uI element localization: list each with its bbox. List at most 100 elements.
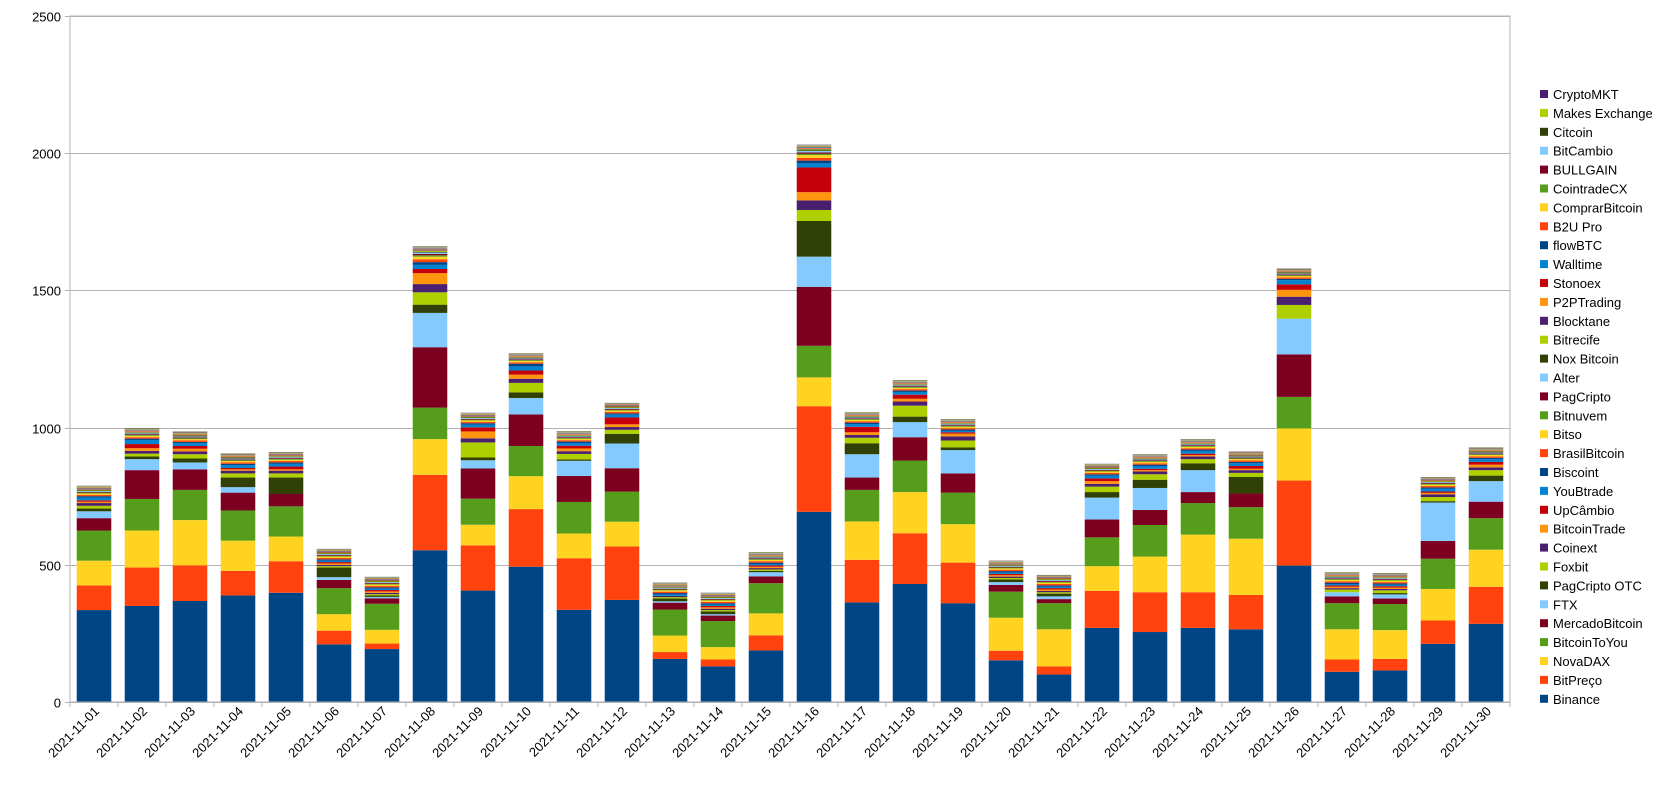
bar-segment-novadax: [1084, 566, 1120, 591]
bar-segment-foxbit: [892, 405, 928, 417]
bar-segment-bitso: [988, 568, 1024, 570]
bar-segment-brasilbitcoin: [268, 461, 304, 463]
legend-swatch: [1540, 392, 1548, 401]
legend-item: BrasilBitcoin: [1540, 446, 1625, 461]
bar-segment-novadax: [412, 439, 448, 475]
bar-segment-bitso: [1372, 580, 1408, 583]
bar-segment-mercadobitcoin: [76, 518, 112, 531]
bar-segment-blocktane: [604, 406, 640, 408]
bar-segment-bitpre-o: [268, 561, 304, 593]
bar-segment-coinext: [1036, 590, 1072, 593]
bar-segment-upc-mbio: [940, 432, 976, 434]
bar-segment-bitcointoyou: [1468, 518, 1504, 550]
bar-segment-pagcripto-otc: [364, 595, 400, 597]
bar-segment-bitrecife: [1324, 576, 1360, 577]
bar-segment-binance: [364, 649, 400, 702]
bar-segment-p2ptrading: [700, 595, 736, 597]
x-tick-label: 2021-11-30: [1437, 704, 1494, 761]
bar-segment-bitnuvem: [988, 567, 1024, 569]
bar-segment-bitrecife: [76, 489, 112, 491]
legend-swatch: [1540, 581, 1548, 590]
bar-segment-ftx: [1324, 592, 1360, 597]
legend-swatch: [1540, 260, 1548, 269]
bar-segment-pagcripto: [172, 437, 208, 439]
bar-segment-pagcripto: [1468, 453, 1504, 455]
bar-segment-coinext: [940, 436, 976, 441]
bar-segment-bitrecife: [652, 586, 688, 588]
bar-segment-foxbit: [316, 566, 352, 568]
bar-segment-mercadobitcoin: [700, 615, 736, 622]
bar-segment-foxbit: [1324, 589, 1360, 593]
bar-segment-bitnuvem: [700, 599, 736, 601]
bar-segment-bitrecife: [988, 564, 1024, 566]
bar-segment-bitso: [124, 435, 160, 438]
legend-item: Biscoint: [1540, 465, 1599, 480]
bar-segment-nox-bitcoin: [1132, 458, 1168, 460]
bar-segment-pagcripto-otc: [1420, 501, 1456, 503]
bar-segment-alter: [412, 252, 448, 254]
bar-segment-p2ptrading: [316, 551, 352, 553]
bar-segment-bitso: [268, 459, 304, 462]
bar-segment-pagcripto-otc: [1468, 475, 1504, 482]
bar-stack-2021-11-21: [1036, 574, 1072, 702]
bar-segment-ftx: [940, 450, 976, 474]
bar-segment-bitnuvem: [1036, 581, 1072, 583]
bar-segment-walltime: [796, 147, 832, 148]
bar-segment-bitnuvem: [124, 435, 160, 436]
bar-segment-mercadobitcoin: [172, 469, 208, 490]
bar-segment-bitpre-o: [1420, 620, 1456, 644]
bar-segment-blocktane: [268, 455, 304, 457]
bar-segment-bitrecife: [892, 384, 928, 385]
bar-stack-2021-11-19: [940, 419, 976, 702]
bar-segment-pagcripto: [988, 566, 1024, 568]
bar-segment-bitpre-o: [604, 546, 640, 600]
bar-segment-alter: [652, 587, 688, 589]
legend-label: BitCambio: [1553, 144, 1613, 159]
bar-segment-biscoint: [316, 559, 352, 561]
bar-segment-mercadobitcoin: [124, 470, 160, 499]
bar-segment-bitcointrade: [1420, 492, 1456, 495]
bar-stack-2021-11-18: [892, 380, 928, 702]
x-tick-label: 2021-11-26: [1245, 704, 1302, 761]
bar-segment-biscoint: [1180, 449, 1216, 451]
bar-segment-mercadobitcoin: [412, 347, 448, 408]
bar-segment-ftx: [652, 601, 688, 603]
bar-segment-bitso: [1228, 459, 1264, 461]
bar-segment-coinext: [172, 451, 208, 455]
bar-segment-bitcointoyou: [460, 498, 496, 525]
legend-item: Blocktane: [1540, 314, 1610, 329]
bar-segment-biscoint: [268, 462, 304, 464]
bar-segment-pagcripto-otc: [844, 443, 880, 455]
bar-segment-pagcripto: [1084, 469, 1120, 471]
legend-label: Nox Bitcoin: [1553, 352, 1619, 367]
bar-segment-ftx: [172, 462, 208, 470]
bar-segment-bitso: [1180, 446, 1216, 449]
bar-segment-p2ptrading: [268, 455, 304, 456]
legend-swatch: [1540, 562, 1548, 571]
legend-item: Makes Exchange: [1540, 106, 1653, 121]
bar-segment-blocktane: [1420, 480, 1456, 482]
bar-segment-brasilbitcoin: [988, 569, 1024, 572]
bar-segment-youbtrade: [892, 391, 928, 395]
bar-segment-biscoint: [940, 429, 976, 431]
bar-segment-binance: [1324, 671, 1360, 702]
bar-segment-mercadobitcoin: [796, 286, 832, 346]
bar-segment-biscoint: [700, 603, 736, 605]
bar-segment-foxbit: [460, 442, 496, 458]
bar-segment-pagcripto-otc: [652, 598, 688, 602]
bar-segment-nox-bitcoin: [748, 556, 784, 558]
bar-segment-brasilbitcoin: [652, 591, 688, 594]
bar-segment-p2ptrading: [124, 431, 160, 432]
bar-segment-bitpre-o: [76, 585, 112, 611]
bar-segment-upc-mbio: [1132, 468, 1168, 471]
bar-segment-blocktane: [988, 564, 1024, 565]
bar-stack-2021-11-04: [220, 453, 256, 702]
legend-item: CointradeCX: [1540, 182, 1628, 197]
bar-segment-blocktane: [412, 250, 448, 251]
bar-segment-biscoint: [460, 423, 496, 425]
bar-segment-novadax: [1276, 428, 1312, 481]
bar-segment-nox-bitcoin: [796, 150, 832, 152]
bar-segment-pagcripto-otc: [940, 447, 976, 451]
bar-segment-biscoint: [988, 571, 1024, 573]
bar-segment-blocktane: [76, 489, 112, 490]
